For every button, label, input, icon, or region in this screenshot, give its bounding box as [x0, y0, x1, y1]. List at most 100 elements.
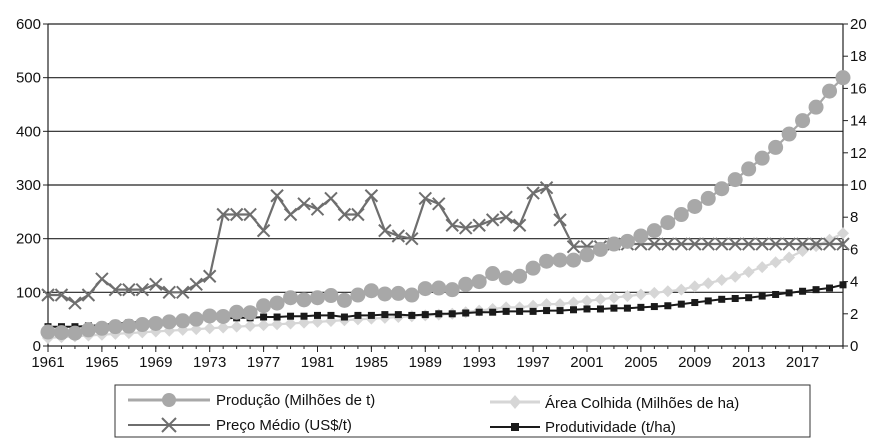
data-point-square	[718, 295, 726, 303]
data-point-diamond	[594, 293, 607, 306]
data-point-circle	[323, 288, 339, 304]
data-point-x	[297, 197, 311, 211]
data-point-square	[381, 311, 389, 319]
data-point-x	[432, 197, 446, 211]
legend: Produção (Milhões de t) Preço Médio (US$…	[114, 384, 811, 438]
data-point-circle	[444, 282, 460, 298]
data-point-square	[408, 311, 416, 319]
data-point-circle	[53, 325, 69, 341]
data-point-diamond	[823, 233, 836, 246]
legend-diamond-marker	[509, 395, 521, 409]
data-point-diamond	[230, 320, 243, 333]
data-point-circle	[471, 274, 487, 290]
x-tick-label: 1989	[409, 354, 442, 371]
data-point-x	[108, 282, 123, 297]
data-point-x	[95, 272, 109, 286]
left-tick-label: 200	[16, 231, 41, 248]
data-point-circle	[498, 270, 514, 286]
data-point-x	[809, 237, 823, 251]
data-point-x	[229, 207, 244, 222]
x-tick-label: 1973	[193, 354, 226, 371]
data-point-square	[340, 313, 348, 321]
data-point-x	[822, 237, 837, 251]
data-point-x	[782, 237, 796, 251]
data-point-circle	[619, 233, 635, 249]
data-point-diamond	[675, 283, 688, 296]
x-tick-label: 1969	[139, 354, 172, 371]
data-point-circle	[741, 161, 757, 177]
data-point-circle	[107, 319, 123, 335]
data-point-circle	[566, 252, 582, 268]
data-point-diamond	[257, 319, 270, 332]
data-point-x	[526, 186, 540, 200]
data-point-square	[839, 281, 847, 289]
x-tick-label: 1965	[85, 354, 118, 371]
data-point-square	[704, 297, 712, 305]
data-point-diamond	[742, 265, 755, 278]
x-tick-label: 1997	[516, 354, 549, 371]
data-point-square	[745, 294, 753, 302]
data-point-circle	[727, 172, 743, 188]
data-point-circle	[633, 228, 649, 244]
left-tick-label: 600	[16, 16, 41, 33]
data-point-diamond	[648, 286, 661, 299]
data-point-x	[202, 269, 217, 283]
data-point-x	[836, 237, 850, 251]
x-tick-label: 2017	[786, 354, 819, 371]
data-point-circle	[148, 315, 164, 331]
data-point-diamond	[783, 251, 796, 264]
right-tick-label: 4	[850, 274, 858, 291]
data-point-circle	[768, 139, 784, 155]
data-point-x	[162, 285, 176, 300]
data-point-square	[570, 306, 578, 314]
data-point-square	[489, 308, 497, 316]
legend-label-produtividade: Produtividade (t/ha)	[545, 419, 676, 436]
right-tick-label: 12	[850, 145, 867, 162]
left-tick-label: 300	[16, 177, 41, 194]
data-point-diamond	[810, 240, 823, 253]
right-tick-label: 8	[850, 209, 858, 226]
data-point-circle	[754, 150, 770, 166]
data-point-diamond	[621, 290, 634, 303]
data-point-circle	[188, 311, 204, 327]
data-point-square	[691, 299, 699, 307]
right-tick-label: 14	[850, 113, 867, 130]
data-point-circle	[134, 317, 150, 333]
right-tick-label: 16	[850, 80, 867, 97]
data-point-square	[583, 305, 591, 313]
data-point-diamond	[244, 319, 257, 332]
data-point-circle	[202, 308, 218, 324]
series-circle	[40, 70, 851, 341]
data-point-diamond	[567, 296, 580, 309]
data-point-x	[674, 237, 689, 251]
data-point-x	[54, 288, 69, 302]
data-point-x	[68, 296, 82, 310]
x-tick-label: 1981	[301, 354, 334, 371]
data-point-x	[324, 191, 338, 206]
data-point-x	[391, 229, 406, 243]
data-point-x	[135, 282, 150, 297]
legend-square-marker	[511, 423, 519, 431]
data-point-circle	[121, 318, 137, 334]
right-tick-label: 2	[850, 306, 858, 323]
data-point-circle	[673, 207, 689, 223]
data-point-circle	[781, 126, 797, 142]
data-point-square	[623, 304, 631, 312]
data-point-circle	[835, 70, 851, 86]
data-point-x	[795, 237, 810, 251]
data-point-circle	[269, 295, 285, 311]
data-point-circle	[94, 320, 110, 336]
data-point-square	[785, 289, 793, 297]
data-point-diamond	[217, 321, 230, 334]
data-point-square	[462, 309, 470, 317]
data-point-x	[566, 240, 581, 254]
data-point-square	[448, 310, 456, 318]
data-point-square	[812, 286, 820, 294]
data-point-circle	[417, 281, 433, 297]
x-tick-label: 1977	[247, 354, 280, 371]
data-point-circle	[592, 241, 608, 257]
legend-item-producao: Produção (Milhões de t)	[128, 392, 375, 409]
right-tick-label: 18	[850, 48, 867, 65]
data-point-circle	[309, 290, 325, 306]
data-point-x	[216, 207, 230, 222]
